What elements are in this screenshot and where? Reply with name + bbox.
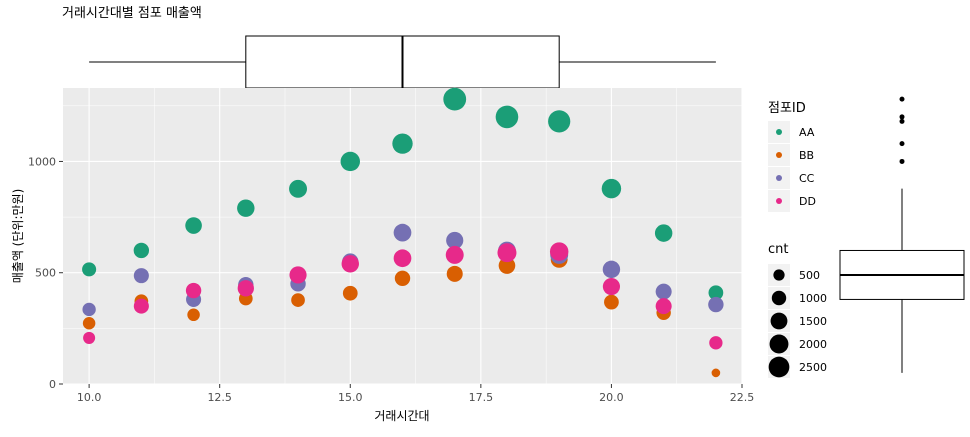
point-cc — [82, 302, 96, 317]
point-dd — [497, 243, 517, 263]
point-dd — [133, 298, 149, 314]
color-legend-title: 점포ID — [768, 101, 806, 116]
point-dd — [709, 336, 723, 350]
x-tick-label: 10.0 — [77, 391, 102, 404]
point-dd — [289, 266, 307, 284]
point-bb — [446, 265, 463, 282]
point-aa — [443, 87, 467, 111]
point-aa — [708, 285, 724, 301]
size-legend-dot — [771, 290, 787, 306]
point-bb — [711, 368, 721, 378]
point-dd — [341, 255, 359, 273]
point-cc — [393, 223, 412, 242]
size-legend-dot — [768, 356, 790, 378]
y-box-outlier — [899, 96, 905, 102]
point-aa — [133, 242, 150, 259]
point-dd — [83, 331, 96, 344]
point-cc — [602, 260, 621, 279]
point-aa — [82, 262, 97, 277]
x-tick-label: 12.5 — [207, 391, 232, 404]
size-legend-label: 2000 — [799, 338, 827, 351]
size-legend-label: 1500 — [799, 315, 827, 328]
legend-label-cc: CC — [799, 172, 815, 185]
y-marginal-boxplot — [839, 96, 965, 373]
x-axis-ticks: 10.0 12.5 15.0 17.5 20.0 22.5 — [77, 384, 754, 404]
point-bb — [604, 294, 619, 310]
point-bb — [82, 316, 96, 330]
size-legend-dot — [769, 334, 789, 354]
y-tick-label: 500 — [35, 267, 56, 280]
point-dd — [445, 245, 464, 264]
point-dd — [549, 242, 569, 261]
x-tick-label: 15.0 — [338, 391, 363, 404]
point-bb — [291, 293, 305, 307]
data-points — [82, 87, 724, 378]
size-legend: 500 1000 1500 2000 2500 — [768, 264, 827, 378]
point-bb — [342, 285, 358, 301]
point-bb — [498, 257, 516, 274]
chart-title: 거래시간대별 점포 매출액 — [62, 6, 202, 21]
legend-label-bb: BB — [799, 149, 814, 162]
point-cc — [655, 283, 672, 300]
point-aa — [601, 178, 622, 199]
legend-swatch-aa — [776, 129, 782, 135]
point-aa — [340, 151, 360, 172]
point-dd — [602, 277, 621, 296]
y-tick-label: 1000 — [28, 155, 56, 168]
legend-label-dd: DD — [799, 195, 816, 208]
size-legend-label: 2500 — [799, 361, 827, 374]
legend-swatch-cc — [776, 175, 782, 181]
x-tick-label: 22.5 — [730, 391, 755, 404]
x-marginal-boxplot — [89, 35, 716, 89]
point-cc — [446, 231, 464, 250]
y-axis-ticks: 0 500 1000 — [28, 155, 63, 391]
y-axis-label: 매출액 (단위:만원) — [11, 189, 25, 284]
y-box-outlier — [899, 158, 905, 164]
point-dd — [185, 282, 202, 299]
y-tick-label: 0 — [49, 378, 56, 391]
legend-swatch-dd — [776, 198, 782, 204]
point-aa — [392, 133, 413, 154]
point-dd — [237, 280, 254, 297]
size-legend-label: 1000 — [799, 292, 827, 305]
size-legend-label: 500 — [799, 269, 820, 282]
y-box-outlier — [899, 118, 905, 124]
point-aa — [654, 224, 673, 242]
size-legend-title: cnt — [768, 242, 788, 257]
legend-swatch-bb — [776, 152, 782, 158]
point-bb — [394, 270, 411, 286]
point-cc — [133, 268, 149, 284]
point-aa — [237, 199, 255, 217]
x-tick-label: 17.5 — [469, 391, 494, 404]
point-aa — [289, 179, 308, 198]
point-aa — [185, 217, 202, 234]
size-legend-dot — [773, 269, 785, 281]
point-bb — [187, 308, 200, 322]
point-aa — [495, 105, 519, 129]
point-aa — [548, 110, 571, 133]
y-box-outlier — [899, 114, 905, 120]
point-dd — [393, 249, 412, 268]
x-tick-label: 20.0 — [599, 391, 624, 404]
color-legend: AA BB CC DD — [768, 121, 816, 212]
y-box-outlier — [899, 141, 905, 147]
legend-label-aa: AA — [799, 126, 815, 139]
point-cc — [708, 296, 724, 313]
size-legend-dot — [770, 312, 788, 330]
point-dd — [655, 298, 672, 315]
x-axis-label: 거래시간대 — [374, 409, 429, 423]
